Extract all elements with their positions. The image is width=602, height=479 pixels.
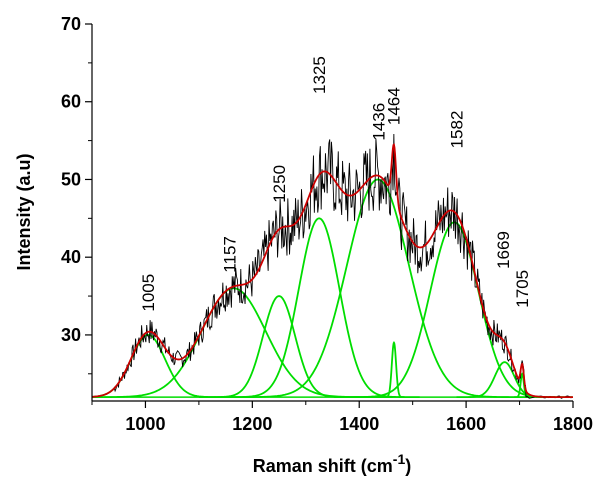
peak-label-1325: 1325: [310, 56, 329, 94]
x-tick-label-1000: 1000: [125, 414, 165, 434]
peak-label-1157: 1157: [220, 236, 239, 273]
component-peak-1672: [456, 361, 553, 399]
component-peak-1165: [92, 287, 394, 399]
y-tick-label-30: 30: [61, 325, 81, 345]
y-tick-label-70: 70: [61, 14, 81, 34]
axes: [91, 24, 573, 402]
y-ticks: 30 40 50 60 70: [61, 14, 92, 375]
cumulative-fit: [91, 143, 573, 399]
x-axis-title-main: Raman shift (cm: [253, 456, 393, 476]
component-peak-1435: [222, 178, 532, 399]
peak-label-1464: 1464: [384, 87, 403, 125]
peak-label-1250: 1250: [270, 165, 289, 203]
peak-label-1005: 1005: [139, 274, 158, 312]
y-axis-title: Intensity (a.u): [14, 153, 34, 270]
cumulative-fit-line: [91, 143, 573, 399]
x-tick-label-1200: 1200: [232, 414, 272, 434]
x-ticks: 1000 1200 1400 1600 1800: [91, 401, 593, 434]
y-tick-label-40: 40: [61, 247, 81, 267]
peak-label-1582: 1582: [448, 111, 467, 149]
peak-label-1669: 1669: [494, 231, 513, 269]
component-peak-1578: [334, 221, 573, 399]
x-tick-label-1400: 1400: [339, 414, 379, 434]
x-tick-label-1600: 1600: [446, 414, 486, 434]
x-tick-label-1800: 1800: [553, 414, 593, 434]
x-axis-title-sup: -1: [393, 451, 406, 467]
y-tick-label-50: 50: [61, 169, 81, 189]
fit-components: [91, 178, 573, 399]
peak-label-1436: 1436: [370, 103, 389, 141]
peak-label-1705: 1705: [513, 270, 532, 308]
x-axis-title-end: ): [405, 456, 411, 476]
component-peak-1325: [217, 217, 420, 399]
x-axis-title: Raman shift (cm-1): [253, 451, 411, 476]
y-tick-label-60: 60: [61, 92, 81, 112]
